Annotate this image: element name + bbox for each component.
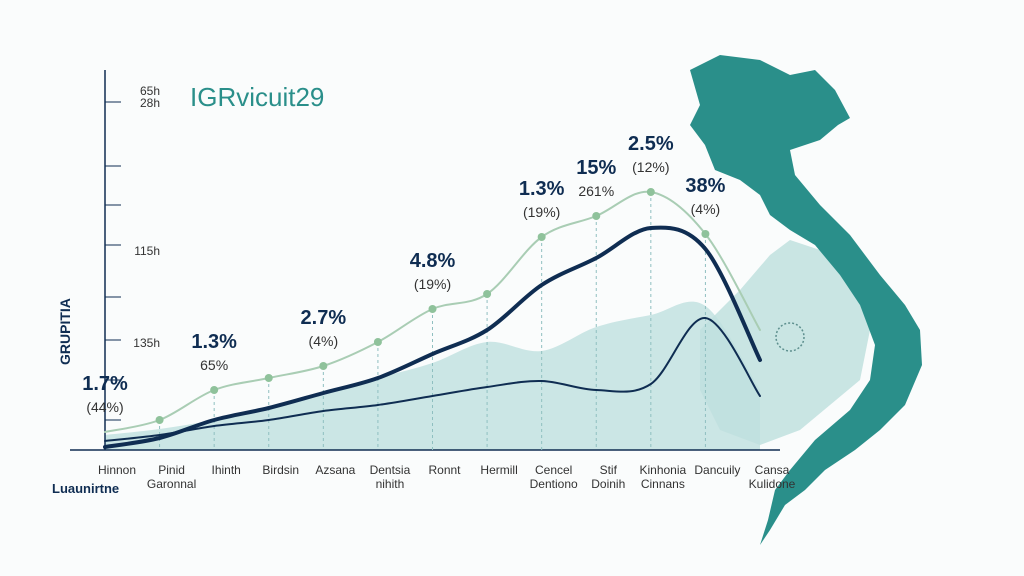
x-tick-label-line: Ronnt [428, 463, 461, 477]
annotation-value: 1.7% [82, 373, 128, 395]
x-tick-label-line: Hermill [480, 463, 517, 477]
x-tick-label-line: Birdsin [262, 463, 299, 477]
annotation-sub: (44%) [86, 399, 123, 415]
x-tick-label-line: Dancuily [694, 463, 740, 477]
x-tick-label-line: Pinid [158, 463, 185, 477]
x-tick-label-line: Dentiono [530, 477, 578, 491]
x-tick-label-line: Kulidone [749, 477, 796, 491]
x-tick-label-line: Cencel [535, 463, 572, 477]
x-tick-label: Pinid Garonnal [147, 463, 196, 491]
data-point [319, 362, 328, 370]
data-point [483, 290, 492, 298]
x-tick-label-line: Cansa [755, 463, 790, 477]
annotation-value: 38% [685, 175, 725, 197]
x-tick-label: Dentsia nihith [370, 463, 411, 491]
x-tick-label: Azsana [315, 463, 355, 477]
x-tick-label-line: Kinhonia [639, 463, 686, 477]
data-point [646, 188, 655, 196]
map-seal-icon [775, 322, 805, 352]
data-point [155, 416, 164, 424]
y-tick-label: 135h [133, 336, 160, 350]
x-tick-label: Hermill [480, 463, 517, 477]
annotation-sub: (4%) [309, 333, 339, 349]
series-primary-line [103, 225, 762, 449]
y-tick-label: 28h [140, 96, 160, 110]
x-tick-label-line: Stif [600, 463, 618, 477]
x-tick-label-line: Hinnon [98, 463, 136, 477]
series-tertiary-line [104, 316, 761, 442]
map-landmass [690, 55, 922, 545]
x-tick-label-line: Azsana [315, 463, 355, 477]
chart-title: IGRvicuit29 [190, 82, 324, 112]
chart-annotations: 1.7% (44%) 1.3% 65% 2.7% (4%) 4.8% (19%) 1.3% (19… [82, 133, 725, 415]
x-tick-label: Ihinth [211, 463, 240, 477]
annotation-value: 1.3% [191, 331, 237, 353]
annotation-sub: (4%) [691, 201, 721, 217]
x-tick-label-line: Dentsia [370, 463, 411, 477]
data-point [373, 338, 382, 346]
x-tick-label-line: Doinih [591, 477, 625, 491]
chart-y-axis-label: GRUPITIA [57, 298, 73, 365]
data-point [701, 230, 710, 238]
chart-x-axis-label: Luaunirtne [52, 481, 119, 496]
data-point [264, 374, 273, 382]
chart-series-layer [103, 188, 762, 449]
chart-x-tick-labels: Hinnon Pinid Garonnal Ihinth Birdsin Azsana De… [98, 463, 796, 491]
annotation-sub: 261% [578, 183, 614, 199]
annotation-sub: (19%) [414, 276, 451, 292]
x-tick-label: Birdsin [262, 463, 299, 477]
x-tick-label: Dancuily [694, 463, 740, 477]
x-tick-label: Cansa Kulidone [749, 463, 796, 491]
annotation-value: 15% [576, 157, 616, 179]
data-point [592, 212, 601, 220]
y-tick-label: 65h [140, 84, 160, 98]
data-point [210, 386, 219, 394]
annotation-sub: (19%) [523, 204, 560, 220]
data-point [537, 233, 546, 241]
x-tick-label-line: Cinnans [641, 477, 685, 491]
x-tick-label-line: Ihinth [211, 463, 240, 477]
x-tick-label: Hinnon [98, 463, 136, 477]
x-tick-label: Kinhonia Cinnans [639, 463, 686, 491]
annotation-value: 4.8% [410, 250, 456, 272]
x-tick-label: Ronnt [428, 463, 461, 477]
x-tick-label: Stif Doinih [591, 463, 625, 491]
annotation-value: 2.5% [628, 133, 674, 155]
annotation-sub: (12%) [632, 159, 669, 175]
data-point [428, 305, 437, 313]
annotation-value: 2.7% [301, 307, 347, 329]
y-tick-label: 115h [134, 244, 160, 258]
x-tick-label-line: Garonnal [147, 477, 196, 491]
x-tick-label: Cencel Dentiono [530, 463, 578, 491]
annotation-value: 1.3% [519, 178, 565, 200]
annotation-sub: 65% [200, 357, 228, 373]
x-tick-label-line: nihith [376, 477, 405, 491]
